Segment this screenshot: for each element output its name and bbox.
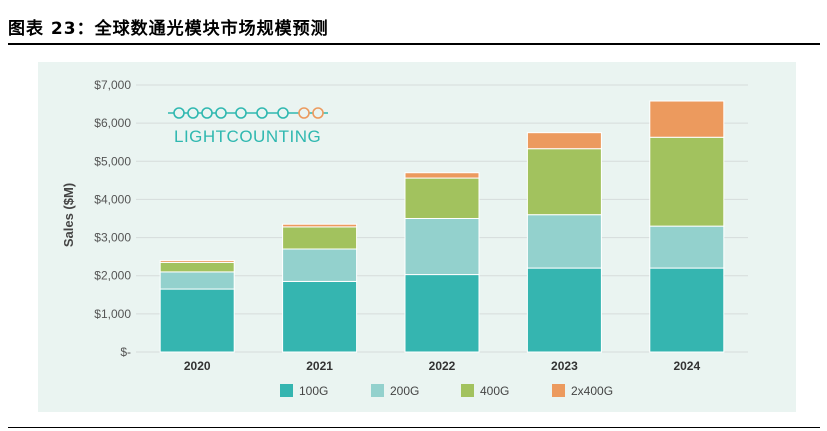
bar-segment-2x400g (649, 100, 725, 138)
logo-circle (235, 107, 247, 119)
figure-caption: 图表 23：全球数通光模块市场规模预测 (8, 19, 329, 39)
x-tick-labels: 2020 2021 2022 2023 2024 (184, 359, 701, 373)
y-axis-label: Sales ($M) (61, 183, 76, 247)
bar-segment-2x400g (526, 132, 602, 150)
logo-circles (168, 107, 328, 119)
legend-swatch-200g (371, 384, 384, 397)
bar-segment-400g (282, 226, 358, 250)
y-tick-label: $7,000 (94, 78, 131, 92)
bar-segment-200g (649, 225, 725, 269)
x-tick-label: 2020 (184, 359, 211, 373)
y-tick-label: $3,000 (94, 231, 131, 245)
logo-text: LIGHTCOUNTING (174, 127, 321, 146)
logo-circle (215, 107, 227, 119)
legend-label: 200G (390, 384, 419, 398)
y-tick-label: $2,000 (94, 269, 131, 283)
bar-segment-100g (404, 274, 480, 353)
bar-segment-100g (649, 267, 725, 353)
bottom-rule (8, 427, 820, 428)
logo-circle (256, 107, 268, 119)
bar-segment-200g (282, 248, 358, 282)
logo-circle (201, 107, 213, 119)
lightcounting-logo: LIGHTCOUNTING (168, 107, 328, 146)
y-tick-label: $4,000 (94, 192, 131, 206)
logo-circle (298, 107, 310, 119)
logo-circle (312, 107, 324, 119)
bar-segment-200g (159, 271, 235, 290)
y-tick-labels: $- $1,000 $2,000 $3,000 $4,000 $5,000 $6,000 $7… (94, 78, 131, 359)
x-tick-label: 2022 (429, 359, 456, 373)
logo-circle (187, 107, 199, 119)
legend-swatch-400g (461, 384, 474, 397)
logo-circle (277, 107, 289, 119)
y-tick-label: $5,000 (94, 154, 131, 168)
legend-label: 400G (480, 384, 509, 398)
bar-segment-400g (526, 148, 602, 216)
legend-label: 100G (299, 384, 328, 398)
legend-swatch-100g (280, 384, 293, 397)
logo-circle (173, 107, 185, 119)
legend-swatch-2x400g (552, 384, 565, 397)
x-tick-label: 2021 (306, 359, 333, 373)
legend-label: 2x400G (571, 384, 613, 398)
bar-segment-2x400g (404, 172, 480, 179)
bar-segment-2x400g (282, 223, 358, 228)
y-tick-label: $6,000 (94, 116, 131, 130)
caption-rule (8, 43, 820, 45)
bars (159, 100, 725, 353)
bar-segment-400g (404, 177, 480, 219)
x-tick-label: 2023 (551, 359, 578, 373)
bar-segment-2x400g (159, 259, 235, 263)
y-tick-label: $1,000 (94, 307, 131, 321)
bar-segment-200g (526, 214, 602, 269)
bar-segment-100g (526, 267, 602, 353)
legend: 100G 200G 400G 2x400G (280, 384, 613, 398)
bar-segment-400g (159, 261, 235, 273)
bar-segment-100g (282, 280, 358, 353)
x-tick-label: 2024 (673, 359, 700, 373)
bar-segment-200g (404, 218, 480, 276)
bar-segment-100g (159, 288, 235, 353)
bar-segment-400g (649, 136, 725, 227)
y-tick-label: $- (120, 345, 131, 359)
